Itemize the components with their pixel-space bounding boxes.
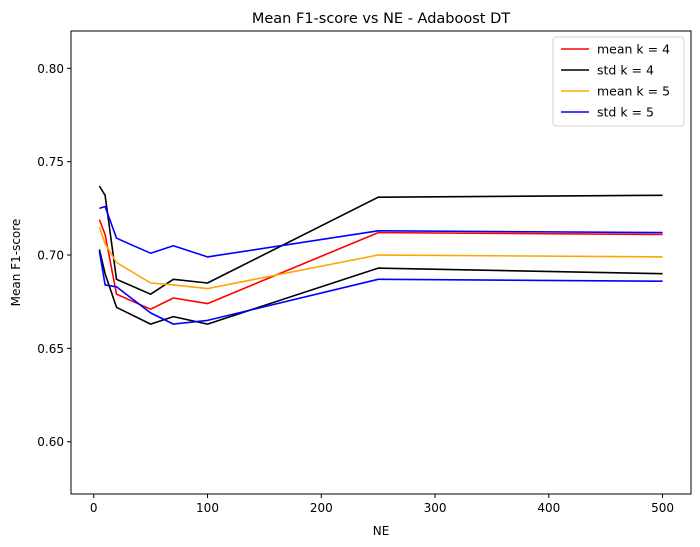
series-line-std-k-5-4 xyxy=(99,205,663,258)
x-axis-label: NE xyxy=(373,524,390,538)
legend: mean k = 4 std k = 4 mean k = 5 std k = … xyxy=(552,36,685,127)
y-tick-label: 0.60 xyxy=(37,435,64,449)
series-layer xyxy=(98,185,663,325)
legend-label-mean-k4: mean k = 4 xyxy=(597,42,670,57)
x-tick-label: 400 xyxy=(537,501,560,515)
x-tick-label: 100 xyxy=(196,501,219,515)
y-tick-label: 0.80 xyxy=(37,62,64,76)
series-line-mean-k-5-3 xyxy=(98,226,663,290)
x-tick-label: 300 xyxy=(424,501,447,515)
chart-title: Mean F1-score vs NE - Adaboost DT xyxy=(252,11,510,27)
x-axis: 0 100 200 300 400 500 xyxy=(90,494,674,515)
legend-label-mean-k5: mean k = 5 xyxy=(597,84,670,99)
x-tick-label: 0 xyxy=(90,501,98,515)
legend-label-std-k5: std k = 5 xyxy=(597,105,654,120)
y-tick-label: 0.75 xyxy=(37,155,64,169)
y-tick-label: 0.70 xyxy=(37,249,64,263)
series-line-std-k-4-2 xyxy=(98,249,663,325)
series-line-std-k-5-5 xyxy=(98,251,663,325)
plot-frame xyxy=(70,30,692,495)
series-line-mean-k-4-0 xyxy=(98,219,663,311)
legend-box xyxy=(552,36,685,127)
x-tick-label: 200 xyxy=(310,501,333,515)
x-tick-label: 500 xyxy=(651,501,674,515)
y-tick-label: 0.65 xyxy=(37,342,64,356)
legend-label-std-k4: std k = 4 xyxy=(597,63,654,78)
y-axis-label: Mean F1-score xyxy=(9,219,23,307)
y-axis: 0.60 0.65 0.70 0.75 0.80 xyxy=(37,62,71,449)
series-line-std-k-4-1 xyxy=(98,185,663,296)
